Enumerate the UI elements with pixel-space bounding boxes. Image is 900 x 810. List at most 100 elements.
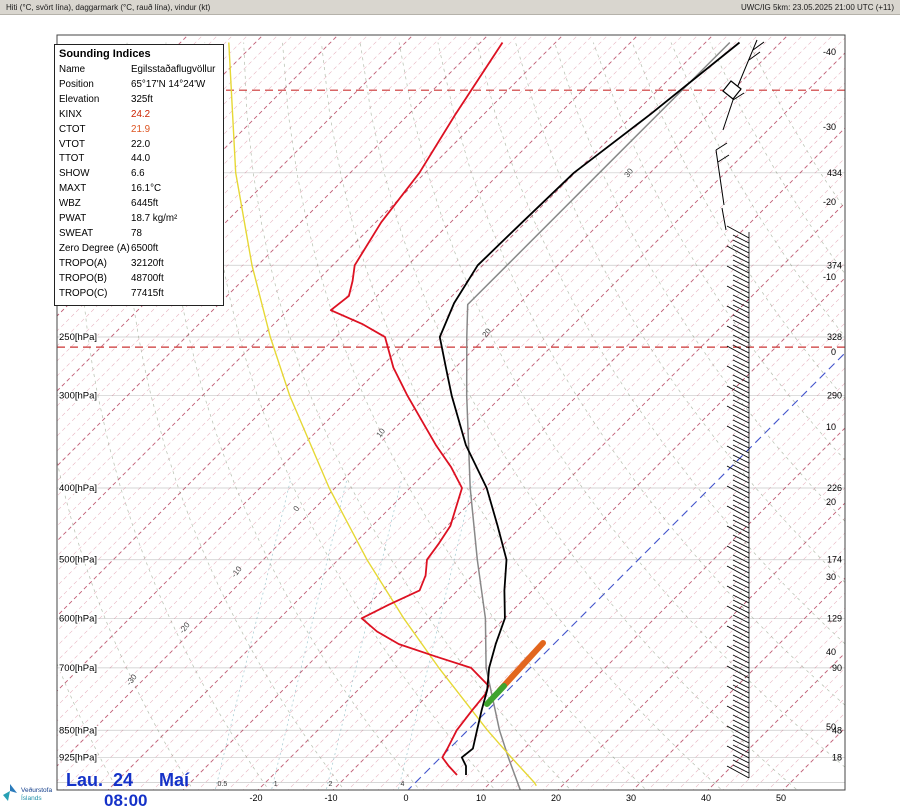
- indices-row-label: Zero Degree (A): [59, 242, 130, 254]
- parcel_dry_adiabat-curve: [228, 42, 537, 787]
- svg-text:-30: -30: [124, 672, 139, 687]
- svg-text:50: 50: [826, 722, 836, 732]
- indices-row: SWEAT 78: [55, 227, 223, 242]
- indices-row-value: 6.6: [131, 168, 145, 180]
- indices-row-label: SHOW: [59, 168, 90, 180]
- indices-row: TROPO(C) 77415ft: [55, 287, 223, 302]
- indices-row: Position 65°17'N 14°24'W: [55, 78, 223, 93]
- indices-row-label: PWAT: [59, 213, 87, 225]
- temperature-curve: [438, 41, 741, 775]
- highlight-segment: [497, 640, 546, 693]
- indices-row-value: 32120ft: [131, 257, 164, 269]
- indices-row-label: Name: [59, 64, 86, 75]
- indices-row-label: SWEAT: [59, 227, 94, 239]
- indices-row-label: WBZ: [59, 198, 81, 210]
- indices-row: WBZ 6445ft: [55, 197, 223, 212]
- indices-row-label: TROPO(A): [59, 257, 107, 269]
- indices-row-label: TROPO(C): [59, 287, 108, 299]
- chart-legend-text: Hiti (°C, svört lína), daggarmark (°C, r…: [6, 2, 211, 12]
- indices-row-value: 48700ft: [131, 272, 164, 284]
- indices-row-value: 22.0: [131, 138, 151, 150]
- svg-text:-10: -10: [823, 272, 836, 282]
- svg-text:40: 40: [826, 647, 836, 657]
- svg-text:48: 48: [832, 725, 842, 735]
- indices-row: TROPO(B) 48700ft: [55, 272, 223, 287]
- svg-text:-10: -10: [229, 564, 244, 579]
- date-month: Maí: [159, 770, 190, 790]
- indices-row: MAXT 16.1°C: [55, 182, 223, 197]
- top-bar: Hiti (°C, svört lína), daggarmark (°C, r…: [0, 0, 900, 15]
- indices-row: SHOW 6.6: [55, 167, 223, 182]
- svg-text:0: 0: [831, 347, 836, 357]
- svg-text:925[hPa]: 925[hPa]: [59, 752, 97, 763]
- date-number: 24: [113, 770, 134, 790]
- standard_atmosphere-curve: [465, 41, 731, 790]
- svg-text:290: 290: [827, 391, 842, 401]
- svg-text:-10: -10: [324, 793, 337, 803]
- svg-text:30: 30: [626, 793, 636, 803]
- indices-row: TTOT 44.0: [55, 152, 223, 167]
- indices-row: TROPO(A) 32120ft: [55, 257, 223, 272]
- svg-text:-20: -20: [823, 197, 836, 207]
- indices-row-label: Position: [59, 78, 94, 90]
- indices-row-value: 6500ft: [131, 242, 159, 254]
- svg-text:10: 10: [476, 793, 486, 803]
- indices-row: Zero Degree (A) 6500ft: [55, 242, 223, 257]
- timestep-selector[interactable]: Lau. 24 Maí 08:00: [66, 770, 189, 810]
- svg-text:50: 50: [776, 793, 786, 803]
- svg-text:0: 0: [403, 793, 408, 803]
- zero-degree-isotherm: [407, 352, 845, 790]
- svg-text:0.5: 0.5: [218, 781, 228, 788]
- indices-row-value: 21.9: [131, 123, 151, 135]
- svg-text:20: 20: [551, 793, 561, 803]
- indices-row-label: VTOT: [59, 138, 85, 150]
- logo-text-line1: Veðurstofa: [21, 787, 53, 794]
- svg-text:10: 10: [826, 422, 836, 432]
- svg-text:850[hPa]: 850[hPa]: [59, 725, 97, 736]
- indices-row-value: 325ft: [131, 93, 153, 105]
- wind-barbs: [715, 39, 765, 779]
- indices-row-value: 18.7 kg/m²: [131, 213, 178, 225]
- svg-text:30: 30: [826, 572, 836, 582]
- pennant-diamond: [722, 80, 742, 100]
- svg-text:300[hPa]: 300[hPa]: [59, 391, 97, 402]
- svg-text:10: 10: [374, 426, 387, 439]
- plot-border: [56, 34, 846, 791]
- dewpoint-curve: [329, 42, 504, 776]
- indices-row-label: Elevation: [59, 93, 100, 105]
- indices-row-value: 24.2: [131, 108, 151, 120]
- indices-row-value: 44.0: [131, 153, 151, 165]
- svg-text:1: 1: [274, 781, 278, 788]
- indices-row-value: 65°17'N 14°24'W: [131, 78, 206, 90]
- svg-text:500[hPa]: 500[hPa]: [59, 555, 97, 566]
- date-time: 08:00: [104, 791, 148, 810]
- highlight-segment: [484, 683, 507, 707]
- date-day: Lau.: [66, 770, 104, 790]
- indices-title: Sounding Indices: [59, 48, 151, 60]
- indices-row-label: CTOT: [59, 123, 86, 135]
- indices-row-label: MAXT: [59, 183, 87, 195]
- svg-text:90: 90: [832, 663, 842, 673]
- indices-row: KINX 24.2: [55, 108, 223, 123]
- sounding-indices-panel: Sounding Indices Name Egilsstaðaflugvöllu…: [54, 44, 224, 306]
- indices-row-value: Egilsstaðaflugvöllur: [131, 64, 216, 75]
- logo-icon: [3, 784, 17, 801]
- indices-row-value: 78: [131, 227, 142, 239]
- svg-text:174: 174: [827, 555, 842, 565]
- svg-text:4: 4: [401, 781, 405, 788]
- svg-text:250[hPa]: 250[hPa]: [59, 332, 97, 343]
- indices-row: CTOT 21.9: [55, 123, 223, 138]
- indices-row-value: 6445ft: [131, 198, 159, 210]
- svg-text:374: 374: [827, 260, 842, 270]
- indices-row: Name Egilsstaðaflugvöllur: [55, 63, 223, 78]
- met-office-logo: Veðurstofa Íslands: [2, 783, 52, 803]
- svg-text:400[hPa]: 400[hPa]: [59, 483, 97, 494]
- logo-text-line2: Íslands: [21, 794, 42, 802]
- indices-row: PWAT 18.7 kg/m²: [55, 212, 223, 227]
- indices-row-value: 77415ft: [131, 287, 164, 299]
- indices-row-label: TROPO(B): [59, 272, 107, 284]
- indices-rows: Name Egilsstaðaflugvöllur Position 65°17'N …: [55, 63, 223, 302]
- svg-text:-30: -30: [823, 122, 836, 132]
